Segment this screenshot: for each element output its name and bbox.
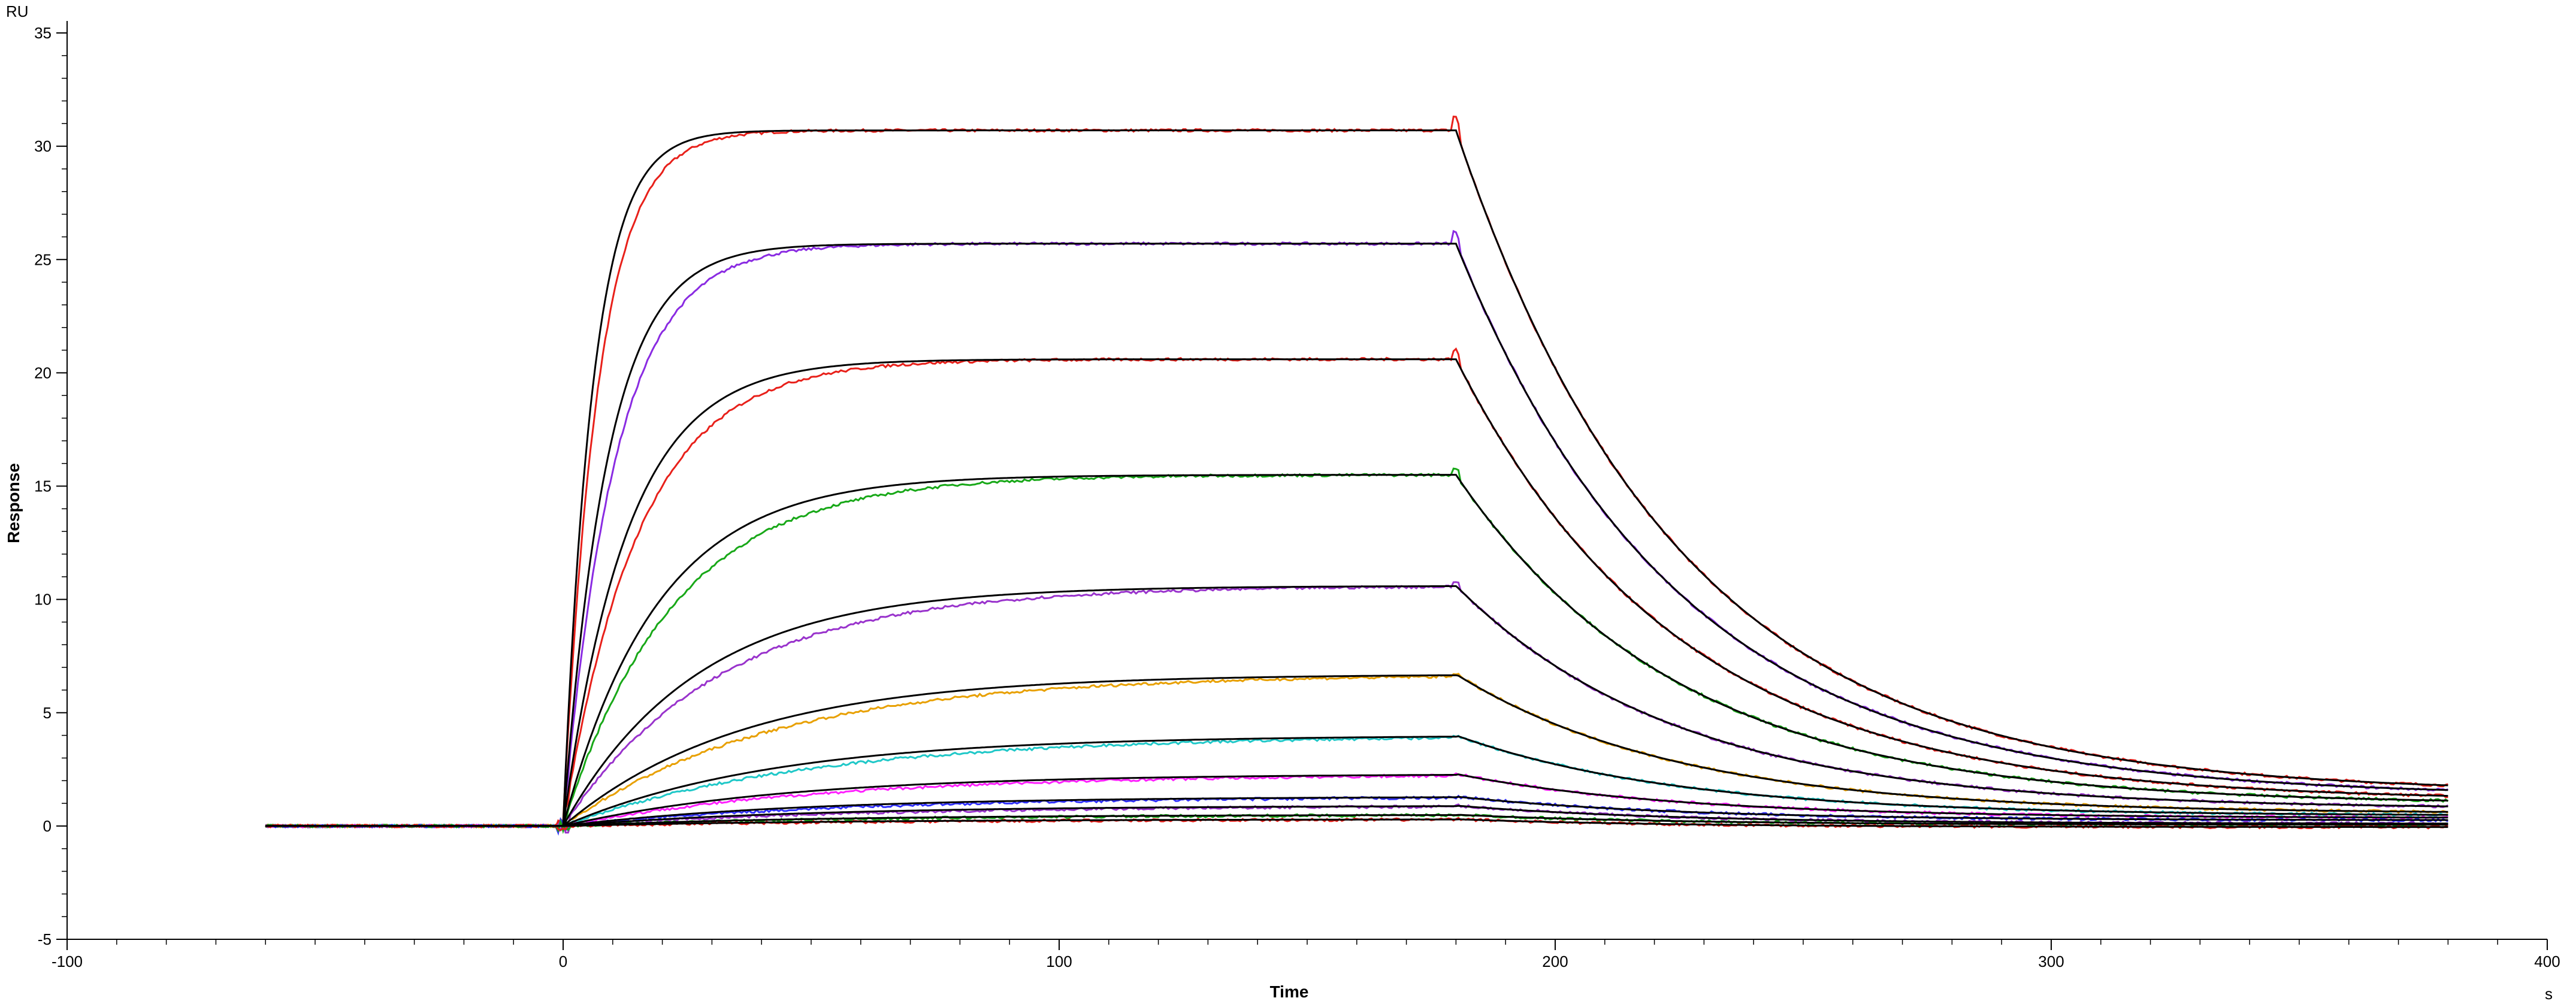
- x-tick-label: 100: [1046, 952, 1072, 970]
- y-tick-label: 25: [34, 250, 52, 268]
- series-7-fit: [265, 735, 2448, 827]
- series-2-fit: [265, 243, 2448, 827]
- series-12-fit: [265, 818, 2448, 828]
- series-8-fit: [265, 773, 2448, 827]
- series-9-fit: [265, 796, 2448, 827]
- x-tick-label: 200: [1542, 952, 1568, 970]
- series-1-trace: [265, 116, 2448, 828]
- x-tick-label: 300: [2038, 952, 2064, 970]
- y-tick-label: 5: [43, 704, 52, 722]
- fit-layer: [265, 129, 2448, 828]
- series-5-trace: [265, 581, 2448, 831]
- x-tick-label: 400: [2534, 952, 2560, 970]
- x-unit-label: s: [2545, 985, 2553, 1001]
- series-6-trace: [265, 673, 2449, 833]
- series-11-fit: [265, 813, 2448, 827]
- axes-layer: -100 0 100 200 300 400 -5 0 5 10 15 20 25 30 35: [34, 21, 2560, 970]
- y-tick-label: 35: [34, 24, 52, 42]
- series-3-fit: [265, 358, 2448, 827]
- series-5-fit: [265, 585, 2448, 827]
- y-axis-title: Response: [4, 463, 23, 543]
- y-tick-label: 15: [34, 477, 52, 495]
- series-6-fit: [265, 674, 2448, 827]
- x-axis-title: Time: [1270, 982, 1309, 1001]
- x-tick-label: -100: [52, 952, 83, 970]
- series-4-fit: [265, 474, 2448, 827]
- y-tick-label: -5: [38, 930, 52, 948]
- y-tick-label: 30: [34, 137, 52, 155]
- series-1-fit: [265, 129, 2448, 827]
- y-unit-label: RU: [6, 2, 29, 20]
- y-tick-label: 0: [43, 817, 52, 835]
- y-tick-label: 20: [34, 364, 52, 382]
- x-tick-label: 0: [559, 952, 567, 970]
- series-7-trace: [265, 734, 2448, 831]
- y-tick-label: 10: [34, 591, 52, 609]
- series-10-fit: [265, 805, 2448, 827]
- series-3-trace: [265, 347, 2448, 828]
